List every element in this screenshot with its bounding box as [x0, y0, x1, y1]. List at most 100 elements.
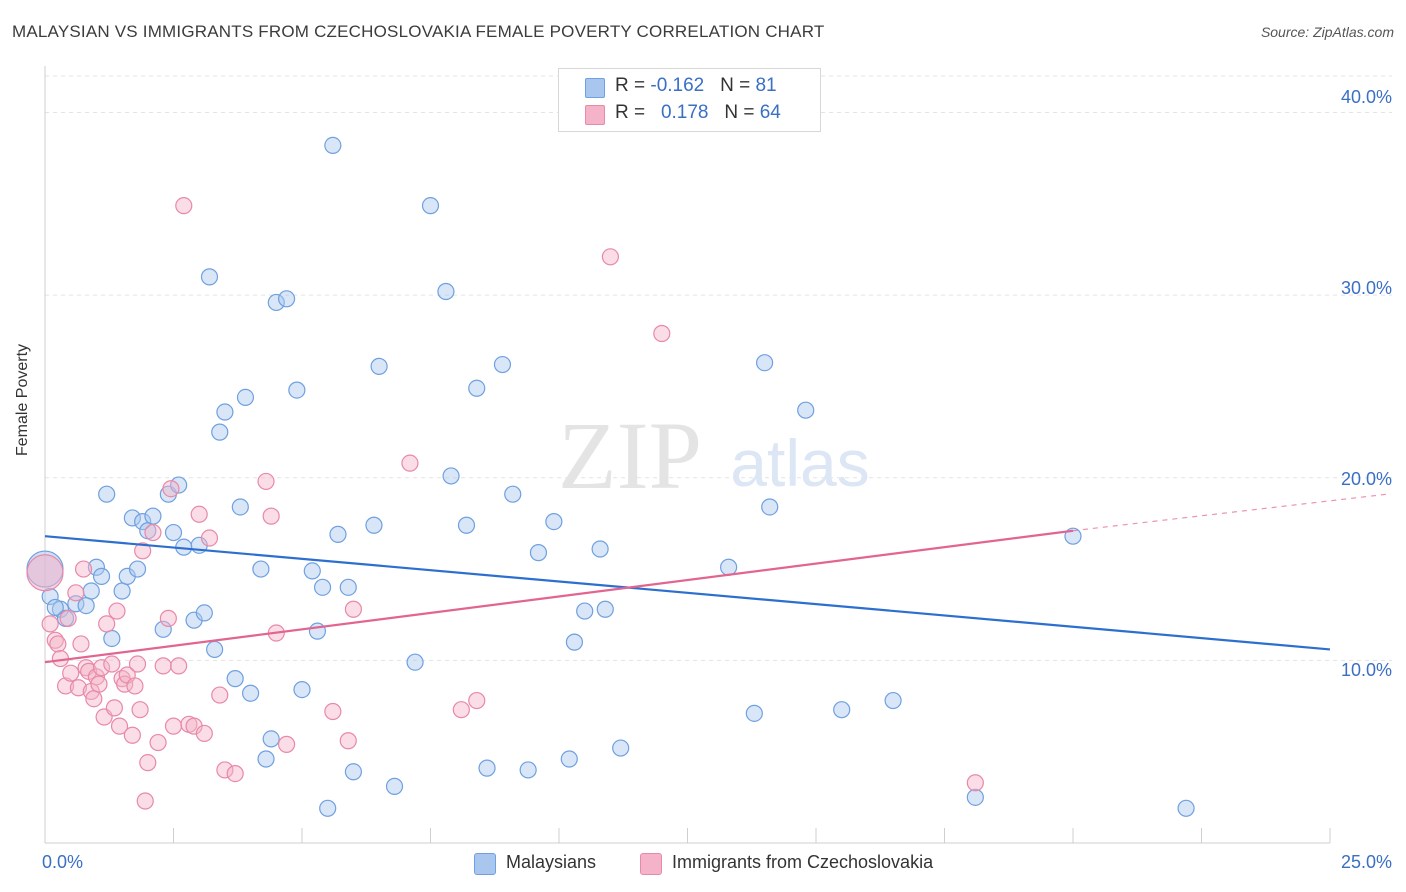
czechoslovakia-point [49, 635, 67, 653]
watermark-zip: ZIP [558, 402, 702, 509]
x-tick-label-max: 25.0% [1340, 852, 1392, 872]
r-label: R = [615, 75, 651, 96]
malaysian-point [1177, 799, 1195, 817]
malaysian-point [154, 620, 172, 638]
czechoslovakia-point [162, 480, 180, 498]
czechoslovakia-point [339, 732, 357, 750]
czechoslovakia-point [69, 679, 88, 697]
czechoslovakia-point [195, 724, 213, 743]
malaysian-trend-line [44, 535, 1331, 651]
malaysian-point [576, 602, 594, 620]
r-value: -0.162 [650, 75, 705, 96]
malaysian-point [385, 777, 404, 795]
czechoslovakia-point [72, 635, 90, 653]
czechoslovakia-point [105, 699, 123, 717]
czechoslovakia-trend-line [44, 529, 1074, 664]
czechoslovakia-point [136, 792, 154, 810]
czechoslovakia-point [108, 602, 126, 620]
bottom-legend-label: Immigrants from Czechoslovakia [672, 852, 934, 872]
czechoslovakia-point [103, 655, 121, 673]
malaysian-point [468, 379, 486, 397]
malaysian-point [98, 485, 116, 503]
czechoslovakia-point [26, 554, 64, 592]
czechoslovakia-point [164, 717, 183, 735]
czechoslovakia-point [226, 765, 244, 783]
malaysian-point [200, 268, 219, 286]
malaysian-point [755, 354, 774, 372]
grid-lines [45, 75, 1392, 661]
malaysian-point [236, 388, 255, 407]
malaysian-point [87, 558, 106, 576]
malaysian-point [211, 423, 229, 441]
malaysian-point [612, 739, 630, 757]
malaysian-point [493, 355, 512, 374]
malaysian-point [833, 701, 851, 719]
czechoslovakia-point [200, 529, 219, 547]
czechoslovakia-trend-extension [1072, 493, 1391, 532]
czechoslovakia-point [324, 702, 342, 721]
czechoslovakia-point [211, 686, 229, 704]
czechoslovakia-point [216, 761, 234, 779]
czechoslovakia-point [131, 701, 149, 719]
malaysian-point [231, 498, 249, 516]
malaysian-point [267, 293, 285, 312]
malaysian-point [164, 523, 183, 542]
czechoslovakia-point [277, 735, 296, 753]
r-label: R = [615, 102, 651, 123]
malaysian-point [257, 750, 275, 768]
malaysian-point [293, 680, 311, 699]
malaysian-point [242, 684, 260, 702]
bottom-legend-swatch-malaysians [474, 853, 496, 875]
malaysian-point [797, 401, 815, 419]
y-tick-label-40: 40.0% [1340, 87, 1392, 107]
czechoslovakia-point [170, 657, 188, 675]
malaysian-point [277, 290, 296, 308]
malaysian-point [206, 640, 224, 659]
czechoslovakia-point [452, 701, 470, 719]
malaysian-point [519, 761, 537, 779]
malaysian-point [545, 512, 563, 531]
bottom-legend-swatch-czechoslovakia [640, 853, 662, 875]
n-value: 64 [759, 102, 781, 123]
malaysian-point [103, 629, 121, 648]
malaysian-point [761, 498, 779, 516]
malaysian-point [113, 582, 131, 600]
chart-title: MALAYSIAN VS IMMIGRANTS FROM CZECHOSLOVA… [12, 22, 825, 41]
czechoslovakia-point [110, 717, 129, 735]
czechoslovakia-point [257, 472, 275, 491]
malaysian-point [344, 763, 362, 781]
malaysian-point [144, 507, 162, 525]
malaysian-point [123, 509, 141, 527]
malaysian-point [457, 516, 476, 534]
czechoslovakia-point [85, 690, 103, 708]
malaysian-point [329, 525, 347, 543]
source-label: Source: ZipAtlas.com [1260, 24, 1394, 40]
czechoslovakia-point [59, 609, 77, 627]
malaysian-point [319, 799, 337, 817]
malaysian-point [262, 730, 280, 748]
czechoslovakia-point [159, 609, 177, 627]
czechoslovakia-point [139, 754, 157, 772]
czechoslovakia-point [128, 655, 147, 673]
czechoslovakia-point [175, 197, 193, 215]
malaysian-point [82, 582, 100, 600]
watermark: ZIP atlas [558, 402, 870, 509]
malaysian-point [478, 759, 496, 777]
czechoslovakia-point [144, 523, 162, 542]
legend-swatch-malaysians [585, 78, 605, 98]
x-tick-label-min: 0.0% [42, 852, 84, 872]
malaysian-point [370, 357, 388, 375]
czechoslovakia-point [601, 248, 620, 266]
malaysian-point [596, 600, 614, 618]
czechoslovakia-point [56, 677, 75, 695]
czechoslovakia-point [123, 726, 141, 744]
malaysian-point [46, 598, 64, 617]
czechoslovakia-point [401, 454, 419, 472]
czechoslovakia-point [41, 615, 59, 633]
y-tick-label-10: 10.0% [1340, 660, 1392, 680]
n-label: N = [724, 102, 760, 123]
malaysian-point [339, 578, 357, 596]
czechoslovakia-point [154, 657, 172, 675]
czechoslovakia-point [468, 691, 486, 710]
czechoslovakia-point [90, 675, 108, 693]
